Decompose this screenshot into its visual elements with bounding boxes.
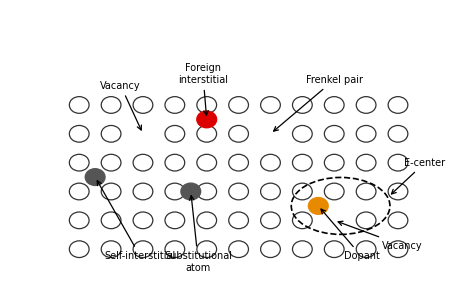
Ellipse shape	[69, 183, 89, 200]
Text: Frenkel pair: Frenkel pair	[273, 75, 363, 131]
Ellipse shape	[69, 97, 89, 113]
Ellipse shape	[101, 241, 121, 258]
Ellipse shape	[388, 241, 408, 258]
Ellipse shape	[69, 212, 89, 229]
Ellipse shape	[261, 183, 280, 200]
Ellipse shape	[197, 111, 217, 128]
Ellipse shape	[261, 241, 280, 258]
Text: Substitutional
atom: Substitutional atom	[164, 196, 232, 273]
Ellipse shape	[388, 97, 408, 113]
Ellipse shape	[356, 125, 376, 142]
Ellipse shape	[85, 169, 105, 185]
Text: E-center: E-center	[392, 158, 446, 194]
Ellipse shape	[261, 212, 280, 229]
Ellipse shape	[229, 125, 248, 142]
Ellipse shape	[356, 241, 376, 258]
Ellipse shape	[181, 183, 201, 200]
Ellipse shape	[165, 241, 185, 258]
Ellipse shape	[356, 183, 376, 200]
Ellipse shape	[197, 241, 217, 258]
Ellipse shape	[197, 97, 217, 113]
Ellipse shape	[197, 183, 217, 200]
Ellipse shape	[324, 154, 344, 171]
Ellipse shape	[261, 97, 280, 113]
Ellipse shape	[101, 154, 121, 171]
Ellipse shape	[324, 183, 344, 200]
Ellipse shape	[133, 97, 153, 113]
Ellipse shape	[356, 212, 376, 229]
Ellipse shape	[292, 125, 312, 142]
Text: Vacancy: Vacancy	[338, 221, 423, 251]
Ellipse shape	[292, 97, 312, 113]
Ellipse shape	[101, 125, 121, 142]
Ellipse shape	[165, 97, 185, 113]
Ellipse shape	[101, 97, 121, 113]
Ellipse shape	[133, 212, 153, 229]
Ellipse shape	[133, 183, 153, 200]
Ellipse shape	[324, 125, 344, 142]
Ellipse shape	[356, 154, 376, 171]
Ellipse shape	[309, 198, 328, 214]
Ellipse shape	[229, 97, 248, 113]
Ellipse shape	[101, 212, 121, 229]
Ellipse shape	[324, 241, 344, 258]
Text: Dopant: Dopant	[321, 209, 380, 261]
Ellipse shape	[229, 183, 248, 200]
Ellipse shape	[261, 154, 280, 171]
Ellipse shape	[197, 125, 217, 142]
Ellipse shape	[229, 154, 248, 171]
Ellipse shape	[292, 183, 312, 200]
Ellipse shape	[165, 183, 185, 200]
Ellipse shape	[165, 212, 185, 229]
Text: Self-interstitial: Self-interstitial	[97, 181, 176, 261]
Ellipse shape	[133, 241, 153, 258]
Ellipse shape	[69, 125, 89, 142]
Text: Vacancy: Vacancy	[100, 81, 141, 130]
Ellipse shape	[229, 212, 248, 229]
Ellipse shape	[356, 97, 376, 113]
Ellipse shape	[388, 125, 408, 142]
Ellipse shape	[324, 97, 344, 113]
Ellipse shape	[388, 212, 408, 229]
Ellipse shape	[292, 154, 312, 171]
Ellipse shape	[165, 154, 185, 171]
Text: Foreign
interstitial: Foreign interstitial	[178, 63, 228, 115]
Ellipse shape	[133, 154, 153, 171]
Ellipse shape	[101, 183, 121, 200]
Ellipse shape	[197, 212, 217, 229]
Ellipse shape	[69, 154, 89, 171]
Ellipse shape	[165, 125, 185, 142]
Ellipse shape	[69, 241, 89, 258]
Ellipse shape	[197, 154, 217, 171]
Ellipse shape	[229, 241, 248, 258]
Ellipse shape	[292, 212, 312, 229]
Ellipse shape	[388, 154, 408, 171]
Ellipse shape	[292, 241, 312, 258]
Ellipse shape	[388, 183, 408, 200]
